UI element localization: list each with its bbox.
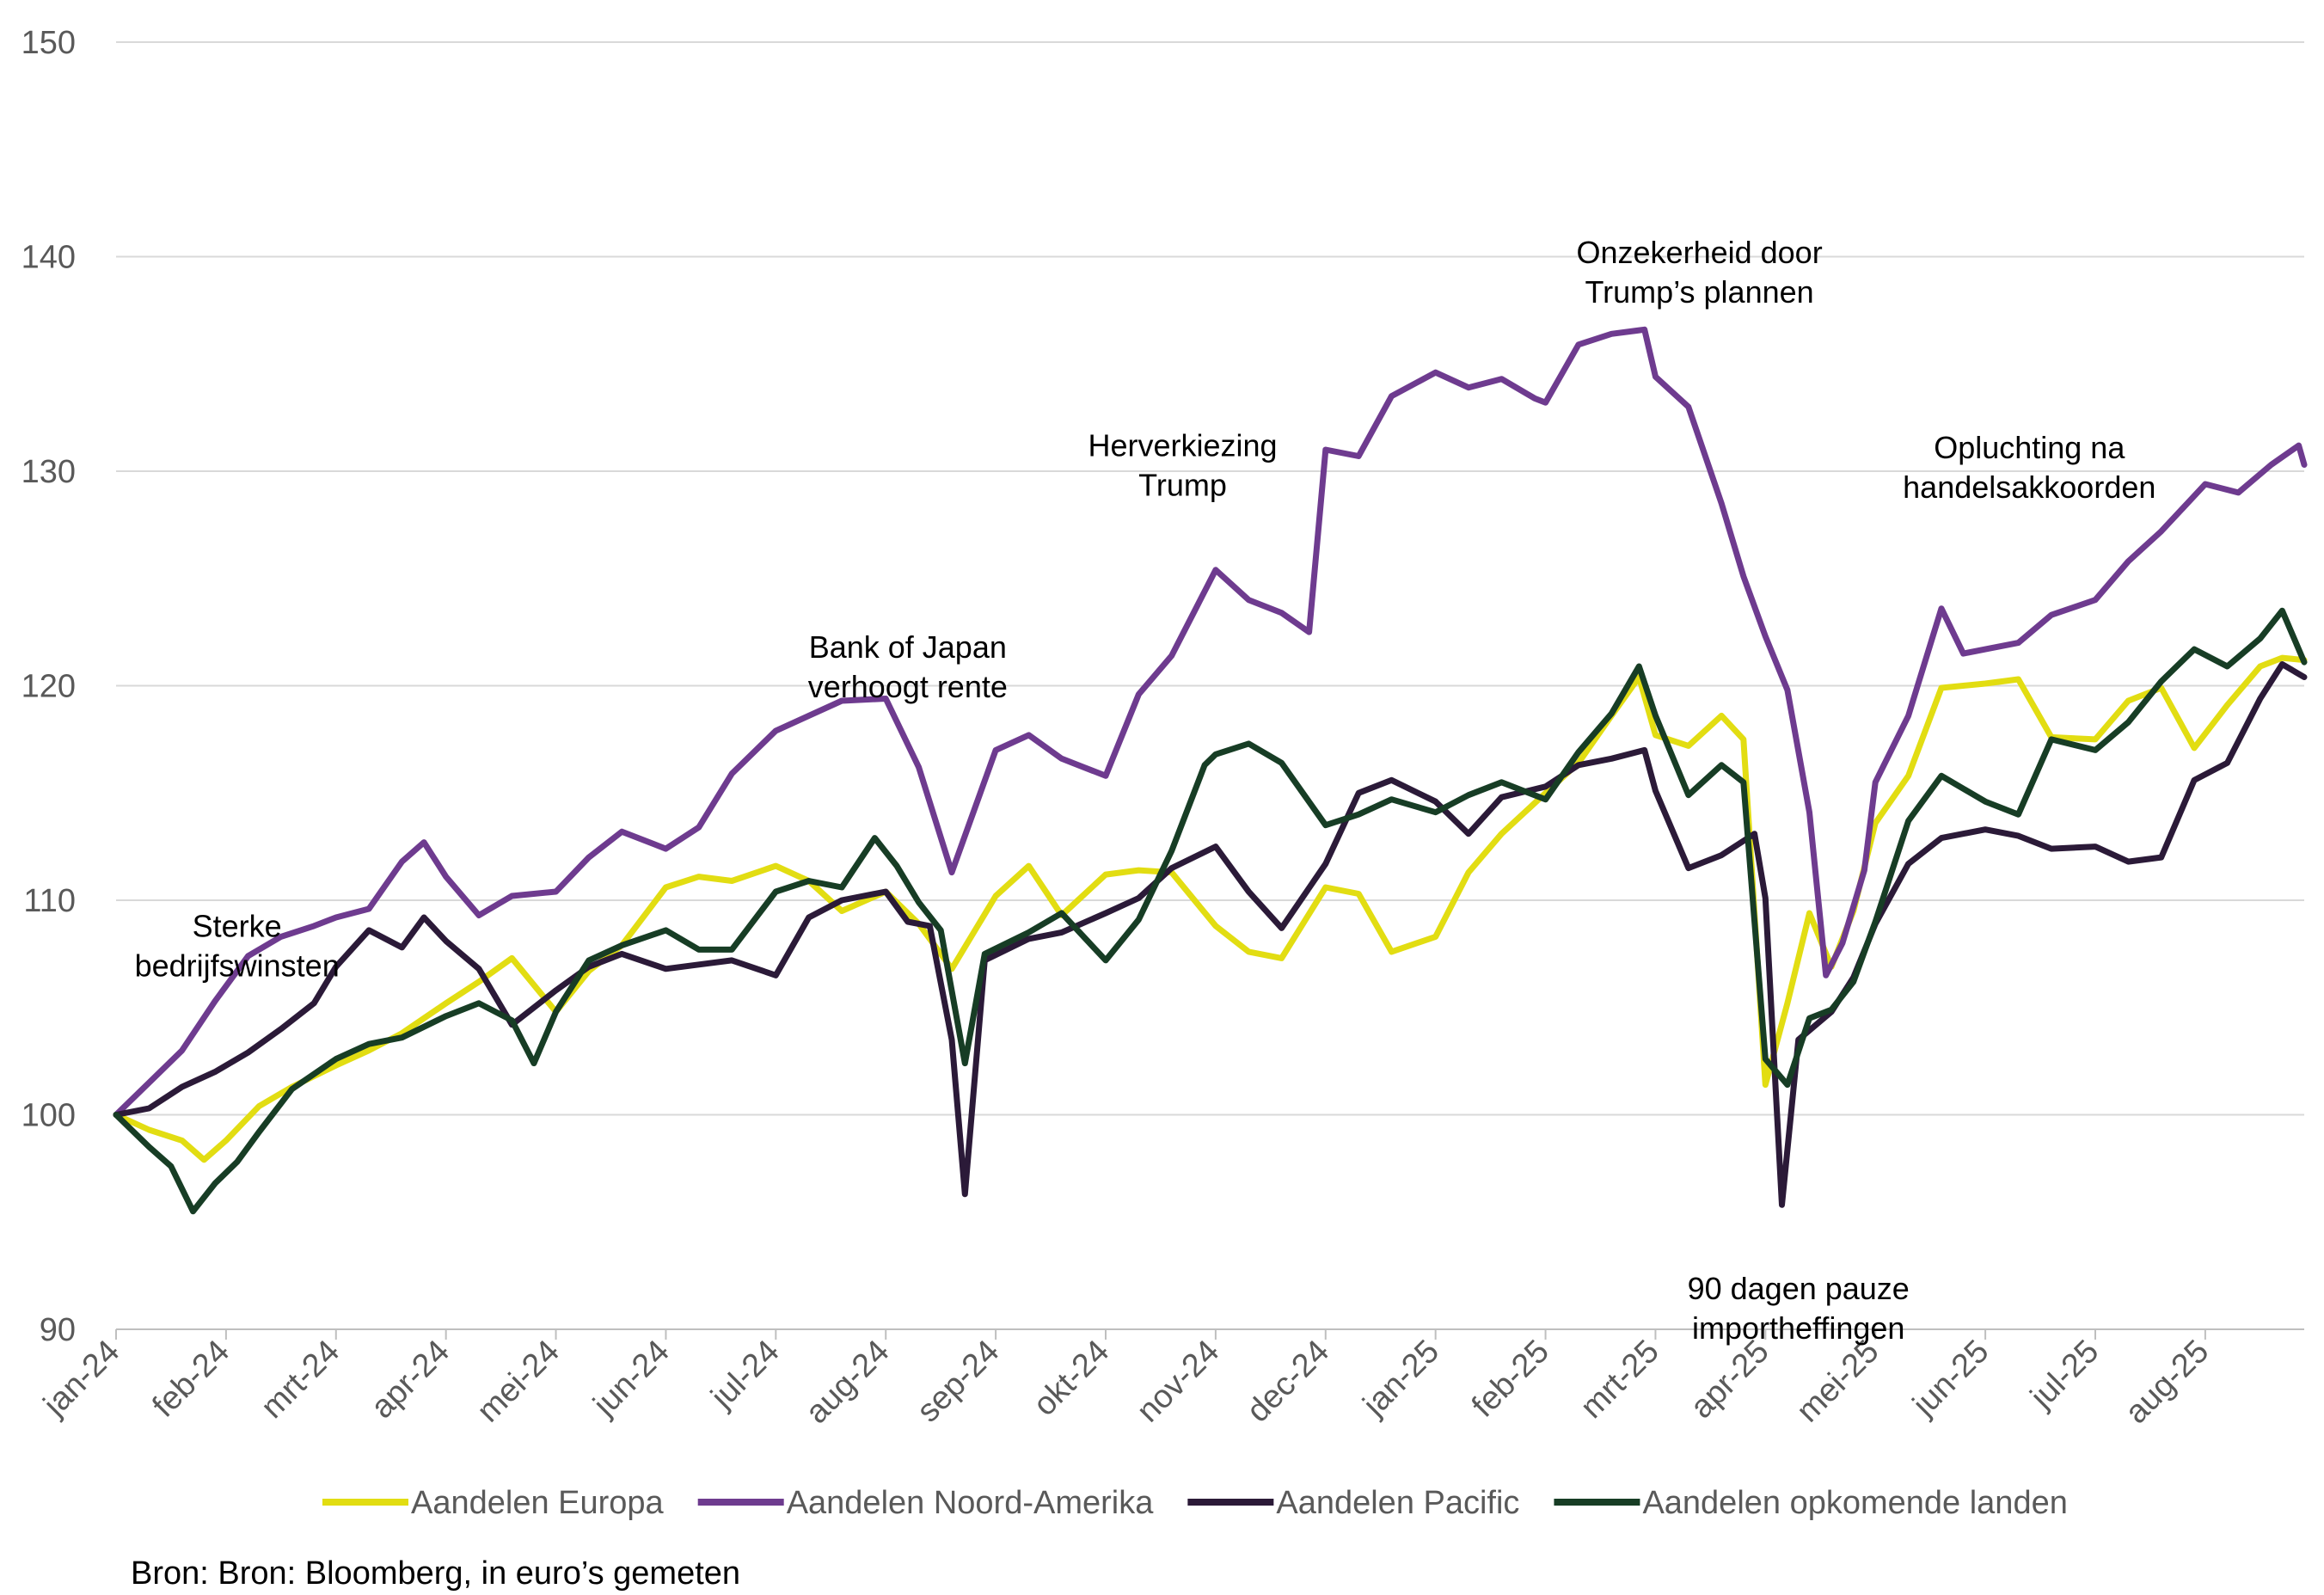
legend: Aandelen Europa Aandelen Noord-Amerika Aan…: [322, 1485, 2068, 1521]
y-tick-label: 110: [23, 883, 76, 919]
annotation-line: verhoogt rente: [808, 669, 1008, 704]
annotation-5: Opluchting na handelsakkoorden: [1903, 430, 2155, 505]
annotation-4: Onzekerheid door Trump’s plannen: [1577, 235, 1823, 310]
x-tick-label: feb-24: [145, 1334, 236, 1425]
annotation-line: handelsakkoorden: [1903, 469, 2155, 505]
y-tick-label: 90: [40, 1312, 76, 1348]
legend-label: Aandelen Europa: [411, 1485, 665, 1521]
x-axis: jan-24 feb-24 mrt-24 apr-24 mei-24 jun-24 jul-…: [36, 1328, 2304, 1431]
x-tick-label: sep-24: [911, 1334, 1007, 1430]
annotation-line: Sterke: [193, 908, 282, 943]
x-tick-label: mei-25: [1790, 1334, 1886, 1430]
annotation-line: Onzekerheid door: [1577, 235, 1823, 270]
annotations: Sterke bedrijfswinsten Bank of Japan verhoo…: [135, 235, 2156, 1346]
y-tick-label: 150: [21, 25, 76, 61]
annotation-1: Sterke bedrijfswinsten: [135, 908, 340, 983]
x-tick-label: mrt-25: [1573, 1334, 1665, 1426]
x-tick-label: apr-25: [1683, 1334, 1775, 1426]
series-line-4: [113, 607, 2308, 1215]
x-tick-label: mrt-24: [254, 1334, 346, 1426]
x-tick-label: okt-24: [1027, 1334, 1116, 1423]
legend-item-2: Aandelen Noord-Amerika: [697, 1485, 1155, 1521]
y-axis: 90 100 110 120 130 140 150: [21, 25, 76, 1348]
annotation-6: 90 dagen pauze importheffingen: [1688, 1271, 1910, 1346]
x-tick-label: dec-24: [1240, 1334, 1336, 1430]
y-tick-label: 100: [21, 1098, 76, 1134]
legend-label: Aandelen Noord-Amerika: [787, 1485, 1155, 1521]
y-tick-label: 130: [21, 454, 76, 490]
annotation-line: Herverkiezing: [1088, 428, 1277, 463]
annotation-line: Opluchting na: [1934, 430, 2125, 465]
y-tick-label: 120: [21, 669, 76, 705]
x-tick-label: feb-25: [1465, 1334, 1556, 1425]
legend-item-3: Aandelen Pacific: [1187, 1485, 1519, 1521]
x-tick-label: jun-25: [1905, 1334, 1996, 1424]
source-note: Bron: Bron: Bloomberg, in euro’s gemeten: [131, 1555, 740, 1592]
x-tick-label: jan-25: [1356, 1334, 1446, 1424]
x-tick-label: jun-24: [586, 1334, 677, 1424]
annotation-line: 90 dagen pauze: [1688, 1271, 1910, 1306]
annotation-line: Trump: [1138, 468, 1227, 503]
annotation-2: Bank of Japan verhoogt rente: [808, 629, 1008, 704]
gridlines: [116, 41, 2304, 1330]
legend-item-1: Aandelen Europa: [322, 1485, 665, 1521]
legend-label: Aandelen opkomende landen: [1642, 1485, 2067, 1521]
annotation-3: Herverkiezing Trump: [1088, 428, 1277, 503]
x-tick-label: mei-24: [470, 1334, 567, 1430]
x-tick-label: jul-24: [704, 1334, 787, 1416]
x-tick-label: aug-25: [2119, 1334, 2216, 1431]
legend-label: Aandelen Pacific: [1276, 1485, 1519, 1521]
series-lines: [113, 326, 2308, 1215]
annotation-line: importheffingen: [1692, 1310, 1905, 1346]
x-tick-label: apr-24: [365, 1334, 457, 1426]
x-tick-label: nov-24: [1130, 1334, 1226, 1430]
y-tick-label: 140: [21, 240, 76, 276]
annotation-line: bedrijfswinsten: [135, 948, 340, 983]
series-line-3: [113, 661, 2308, 1208]
series-line-1: [113, 654, 2308, 1163]
series-line-2: [113, 326, 2308, 1118]
x-tick-label: aug-24: [799, 1334, 896, 1431]
legend-item-4: Aandelen opkomende landen: [1554, 1485, 2068, 1521]
x-tick-label: jul-25: [2023, 1334, 2106, 1416]
annotation-line: Bank of Japan: [809, 629, 1007, 665]
annotation-line: Trump’s plannen: [1585, 274, 1814, 310]
